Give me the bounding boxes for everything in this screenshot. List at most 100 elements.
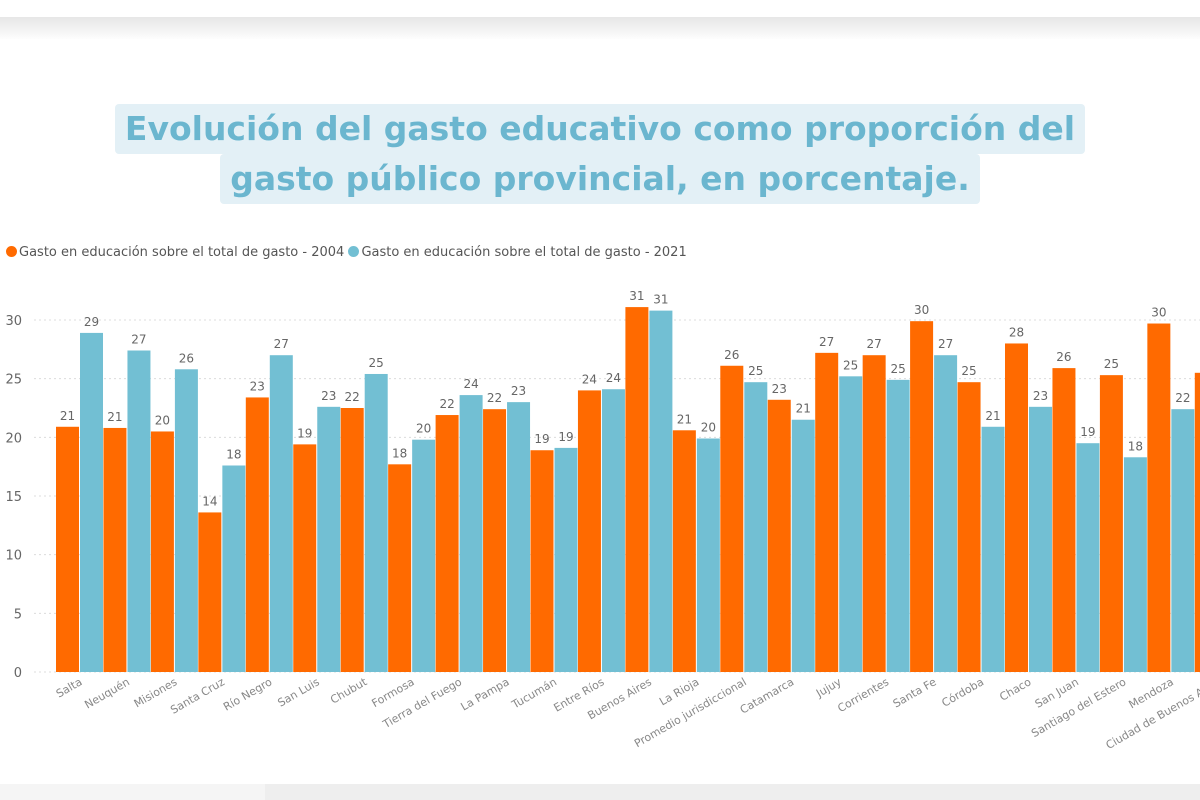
data-label: 23 xyxy=(511,384,526,398)
bar-2021[interactable] xyxy=(1029,406,1052,672)
data-label: 20 xyxy=(701,421,716,435)
bar-2021[interactable] xyxy=(744,382,768,672)
bar-2021[interactable] xyxy=(174,369,198,672)
data-label: 21 xyxy=(677,412,692,426)
bar-2021[interactable] xyxy=(507,402,531,672)
bar-2004[interactable] xyxy=(1099,375,1123,672)
bar-2021[interactable] xyxy=(934,355,958,672)
data-label: 23 xyxy=(321,389,336,403)
top-bar-shadow xyxy=(0,17,1200,39)
x-tick-label: Salta xyxy=(54,675,85,700)
legend-marker-2021 xyxy=(348,246,360,257)
data-label: 21 xyxy=(60,409,75,423)
data-label: 25 xyxy=(1104,357,1119,371)
bars xyxy=(56,307,1200,672)
bar-2021[interactable] xyxy=(459,395,483,672)
bar-2021[interactable] xyxy=(649,310,673,672)
data-label: 23 xyxy=(250,379,265,393)
data-label: 18 xyxy=(226,447,241,461)
data-label: 31 xyxy=(653,293,668,307)
bar-2004[interactable] xyxy=(198,512,222,672)
bar-2004[interactable] xyxy=(910,321,934,672)
data-label: 18 xyxy=(392,446,407,460)
data-label: 27 xyxy=(274,337,289,351)
bar-2004[interactable] xyxy=(1052,368,1076,672)
bar-2004[interactable] xyxy=(388,464,412,672)
legend-item-2004[interactable]: Gasto en educación sobre el total de gas… xyxy=(6,245,348,260)
bar-2021[interactable] xyxy=(886,379,910,672)
y-tick-label: 0 xyxy=(14,666,22,681)
bar-2004[interactable] xyxy=(767,399,791,672)
legend-item-2021[interactable]: Gasto en educación sobre el total de gas… xyxy=(348,245,687,260)
bar-2004[interactable] xyxy=(483,409,507,672)
bar-2021[interactable] xyxy=(317,406,341,672)
bar-2004[interactable] xyxy=(530,450,554,672)
data-label: 25 xyxy=(748,364,763,378)
bar-2021[interactable] xyxy=(1076,443,1100,672)
bar-2021[interactable] xyxy=(554,447,578,672)
data-label: 25 xyxy=(369,356,384,370)
bar-2021[interactable] xyxy=(839,376,863,672)
bottom-bar xyxy=(0,784,1200,800)
bar-2004[interactable] xyxy=(672,430,696,672)
bar-2021[interactable] xyxy=(791,419,815,672)
data-label: 28 xyxy=(1009,325,1024,339)
bar-2004[interactable] xyxy=(435,415,459,672)
chart-legend: Gasto en educación sobre el total de gas… xyxy=(6,245,687,260)
x-tick-label: Neuquén xyxy=(82,675,132,711)
y-tick-label: 30 xyxy=(5,314,22,329)
bar-2004[interactable] xyxy=(577,390,601,672)
bar-2021[interactable] xyxy=(80,332,103,672)
x-tick-label: Río Negro xyxy=(221,675,274,713)
data-label: 20 xyxy=(155,413,170,427)
y-tick-label: 20 xyxy=(5,431,22,446)
bar-2004[interactable] xyxy=(1005,343,1028,672)
data-label: 26 xyxy=(179,351,194,365)
bar-2004[interactable] xyxy=(150,431,174,672)
chart-title-line-1: Evolución del gasto educativo como propo… xyxy=(114,104,1086,154)
bar-2004[interactable] xyxy=(1194,372,1200,672)
data-label: 19 xyxy=(558,430,573,444)
bar-2004[interactable] xyxy=(245,397,269,672)
bar-2021[interactable] xyxy=(601,389,625,672)
data-label: 26 xyxy=(724,348,739,362)
bar-2021[interactable] xyxy=(222,465,246,672)
bar-2021[interactable] xyxy=(1123,457,1147,672)
x-tick-label: Tucumán xyxy=(509,675,559,712)
data-label: 21 xyxy=(796,402,811,416)
chart-title: Evolución del gasto educativo como propo… xyxy=(0,104,1200,204)
data-label: 23 xyxy=(772,382,787,396)
bar-2004[interactable] xyxy=(957,382,981,672)
bar-2004[interactable] xyxy=(103,427,127,672)
y-tick-label: 15 xyxy=(5,490,22,505)
bar-2021[interactable] xyxy=(364,373,388,672)
bar-2004[interactable] xyxy=(815,352,839,672)
bar-2021[interactable] xyxy=(1171,409,1195,672)
x-tick-label: San Luis xyxy=(276,675,322,709)
data-label: 18 xyxy=(1128,439,1143,453)
bar-2021[interactable] xyxy=(412,439,436,672)
data-label: 19 xyxy=(297,426,312,440)
data-labels: 21 29 21 27 20 26 14 18 23 27 19 23 22 25 18 20 22 24 22 23… xyxy=(60,289,1191,508)
x-tick-label: Jujuy xyxy=(813,675,844,700)
bar-2004[interactable] xyxy=(293,444,317,672)
bar-2021[interactable] xyxy=(127,350,151,672)
bar-2004[interactable] xyxy=(625,307,649,672)
y-axis: 0 5 10 15 20 25 30 xyxy=(5,314,22,681)
bar-2004[interactable] xyxy=(862,355,886,672)
data-label: 27 xyxy=(867,337,882,351)
bar-2021[interactable] xyxy=(269,355,293,672)
bar-2004[interactable] xyxy=(1147,323,1171,672)
y-tick-label: 5 xyxy=(14,607,22,622)
data-label: 24 xyxy=(606,371,621,385)
bar-2004[interactable] xyxy=(340,408,364,672)
bar-2021[interactable] xyxy=(696,438,720,672)
data-label: 22 xyxy=(1175,391,1190,405)
data-label: 24 xyxy=(582,372,597,386)
bar-2004[interactable] xyxy=(720,365,744,672)
y-tick-label: 25 xyxy=(5,373,22,388)
bar-2021[interactable] xyxy=(981,426,1005,672)
bar-2004[interactable] xyxy=(56,426,79,672)
